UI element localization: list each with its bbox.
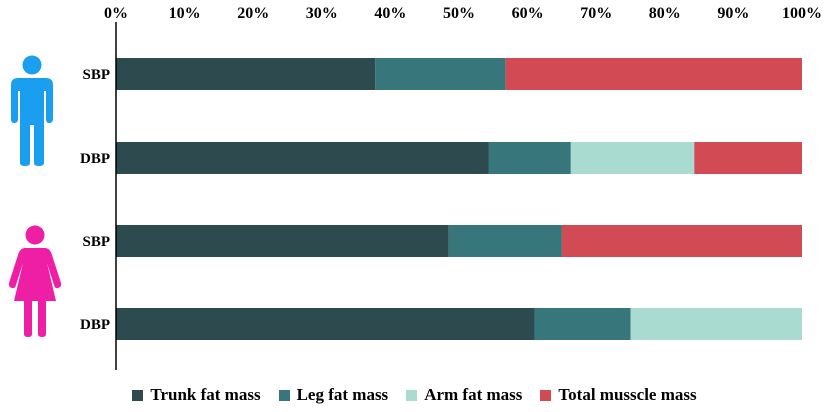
legend-item-leg-fat: Leg fat mass — [278, 385, 389, 405]
bar-segment — [534, 308, 631, 340]
bar-segment — [630, 308, 802, 340]
bar-segment — [116, 308, 535, 340]
female-person-icon — [8, 225, 62, 337]
x-tick-label: 80% — [649, 5, 681, 22]
legend-label: Arm fat mass — [424, 385, 523, 404]
legend-item-arm-fat: Arm fat mass — [406, 385, 522, 405]
bar-segment — [375, 58, 506, 90]
x-tick-label: 90% — [717, 5, 749, 22]
x-tick-label: 20% — [237, 5, 269, 22]
legend-swatch — [540, 389, 552, 401]
legend-swatch — [278, 389, 290, 401]
bar-segment — [561, 225, 802, 257]
x-tick-label: 50% — [443, 5, 475, 22]
category-labels: SBP DBP SBP DBP — [80, 67, 110, 333]
legend-swatch — [132, 389, 144, 401]
bar-segment — [448, 225, 562, 257]
legend-label: Leg fat mass — [296, 385, 389, 404]
x-tick-label: 30% — [306, 5, 338, 22]
x-tick-label: 100% — [782, 5, 822, 22]
category-label: DBP — [80, 151, 110, 167]
x-axis-ticks: 0% 10% 20% 30% 40% 50% 60% 70% 80% 90% 100% — [104, 5, 822, 22]
legend-item-total-muscle: Total musscle mass — [540, 385, 697, 405]
bar-segment — [116, 58, 376, 90]
x-tick-label: 70% — [580, 5, 612, 22]
bar-segment — [488, 142, 571, 174]
bar-segment — [116, 142, 489, 174]
bar-segment — [694, 142, 802, 174]
category-label: SBP — [82, 67, 110, 83]
category-label: DBP — [80, 317, 110, 333]
legend-label: Trunk fat mass — [150, 385, 261, 404]
bar-segment — [116, 225, 449, 257]
legend-label: Total musscle mass — [558, 385, 697, 404]
legend-item-trunk-fat: Trunk fat mass — [132, 385, 261, 405]
bars — [116, 58, 802, 340]
category-label: SBP — [82, 234, 110, 250]
male-person-icon — [11, 55, 53, 166]
x-tick-label: 40% — [374, 5, 406, 22]
x-tick-label: 10% — [169, 5, 201, 22]
bar-segment — [505, 58, 802, 90]
bar-segment — [570, 142, 695, 174]
x-tick-label: 0% — [104, 5, 128, 22]
stacked-bar-chart: 0% 10% 20% 30% 40% 50% 60% 70% 80% 90% 100% SBP DBP… — [80, 5, 822, 370]
x-tick-label: 60% — [512, 5, 544, 22]
legend: Trunk fat mass Leg fat mass Arm fat mass… — [0, 383, 829, 407]
legend-swatch — [406, 389, 418, 401]
